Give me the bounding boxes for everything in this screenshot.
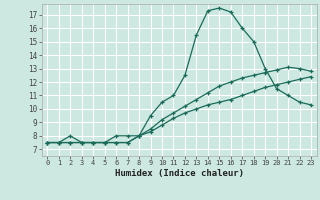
X-axis label: Humidex (Indice chaleur): Humidex (Indice chaleur) [115, 169, 244, 178]
